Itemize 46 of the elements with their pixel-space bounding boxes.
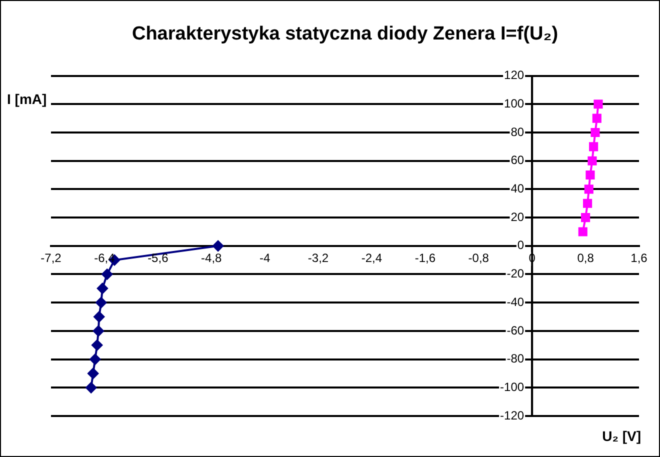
point [586, 170, 595, 180]
x-tick-label: -4 [259, 251, 270, 266]
x-tick-label: -4,8 [201, 251, 222, 266]
point [92, 340, 103, 351]
point [589, 142, 598, 152]
point [88, 368, 99, 379]
point [90, 354, 101, 365]
y-tick-label: -20 [506, 266, 524, 281]
point [592, 114, 602, 123]
point [594, 100, 603, 109]
x-axis-title: U₂ [V] [602, 428, 641, 444]
chart-title: Charakterystyka statyczna diody Zenera I=f(U₂) [132, 24, 558, 45]
point [584, 184, 594, 194]
y-tick-label: 80 [510, 124, 524, 139]
y-tick-label: 20 [510, 210, 524, 224]
y-tick-label: -80 [506, 352, 524, 366]
point [583, 198, 592, 208]
y-tick-label: 60 [510, 153, 524, 168]
point [94, 311, 105, 322]
y-tick-label: -40 [506, 294, 524, 309]
y-axis-title: I [mA] [7, 91, 47, 107]
point [212, 240, 224, 252]
x-tick-label: -7,2 [40, 251, 62, 266]
y-tick-label: 40 [510, 182, 524, 196]
y-tick-label: -60 [506, 323, 524, 338]
x-tick-label: 0,8 [577, 251, 594, 266]
point [92, 325, 104, 336]
point [102, 268, 113, 280]
x-tick-label: -5,6 [148, 251, 169, 266]
x-tick-label: -2,4 [361, 251, 382, 266]
point [590, 128, 600, 138]
point [578, 227, 588, 236]
y-tick-label: -100 [500, 380, 524, 394]
x-tick-label: 1,6 [630, 251, 648, 266]
x-tick-label: -0,8 [468, 251, 490, 266]
y-tick-label: 120 [504, 68, 524, 82]
y-tick-label: 0 [517, 238, 524, 252]
x-tick-label: -1,6 [414, 251, 436, 266]
y-tick-label: -120 [500, 408, 524, 422]
point [581, 213, 590, 222]
y-tick-label: 100 [504, 96, 524, 110]
x-tick-label: -3,2 [308, 251, 329, 266]
point [86, 382, 97, 394]
point [588, 156, 597, 166]
point [96, 282, 108, 294]
point [96, 297, 107, 308]
